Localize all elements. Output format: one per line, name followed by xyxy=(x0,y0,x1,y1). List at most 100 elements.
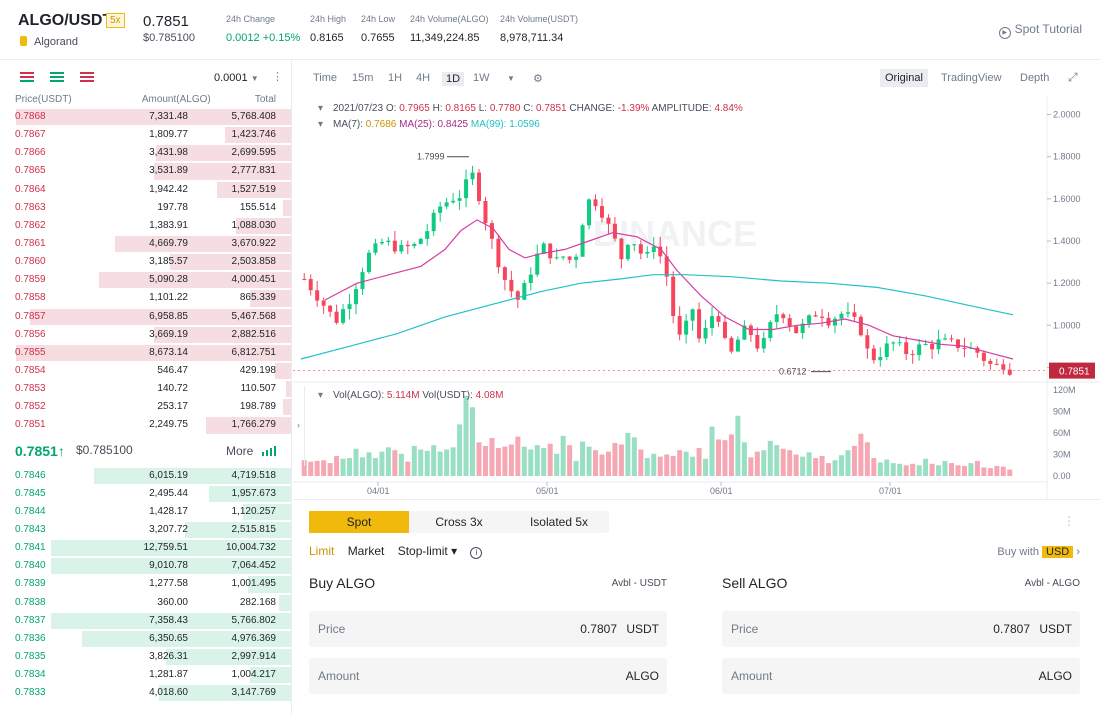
info-icon[interactable]: i xyxy=(470,547,483,559)
order-row[interactable]: 0.7843 3,207.72 2,515.815 xyxy=(0,521,291,539)
row-total: 6,812.751 xyxy=(231,346,277,358)
tab-cross[interactable]: Cross 3x xyxy=(435,515,483,529)
candle-body xyxy=(839,313,844,319)
row-amount: 1,428.17 xyxy=(149,505,188,517)
order-row[interactable]: 0.7840 9,010.78 7,064.452 xyxy=(0,557,291,575)
interval-more-icon[interactable]: ▼ xyxy=(507,74,515,83)
order-row[interactable]: 0.7867 1,809.77 1,423.746 xyxy=(0,126,291,144)
order-row[interactable]: 0.7861 4,669.79 3,670.922 xyxy=(0,235,291,253)
order-row[interactable]: 0.7838 360.00 282.168 xyxy=(0,594,291,612)
stat-24h-volume-usdt: 24h Volume(USDT) 8,978,711.34 xyxy=(500,14,578,44)
buy-amount-field[interactable]: Amount ALGO xyxy=(309,658,667,694)
mid-price-usd: $0.785100 xyxy=(76,442,133,457)
view-tradingview[interactable]: TradingView xyxy=(941,72,1002,84)
interval-1h[interactable]: 1H xyxy=(388,72,403,84)
candle-body xyxy=(897,342,902,344)
order-row[interactable]: 0.7862 1,383.91 1,088.030 xyxy=(0,217,291,235)
more-link[interactable]: More xyxy=(226,443,254,458)
collapse-panel-toggle[interactable]: › xyxy=(293,386,305,466)
volume-bar xyxy=(534,445,540,476)
row-total: 1,120.257 xyxy=(231,505,277,517)
order-type-market[interactable]: Market xyxy=(347,544,385,558)
interval-4h[interactable]: 4H xyxy=(416,72,431,84)
interval-time[interactable]: Time xyxy=(313,72,338,84)
order-row[interactable]: 0.7858 1,101.22 865.339 xyxy=(0,289,291,307)
spot-tutorial-link[interactable]: ▶ Spot Tutorial xyxy=(998,22,1082,39)
chart-settings-icon[interactable]: ⚙ xyxy=(533,73,543,85)
ma-caret-icon[interactable]: ▾ xyxy=(318,119,323,130)
candle-body xyxy=(502,267,507,280)
order-row[interactable]: 0.7863 197.78 155.514 xyxy=(0,199,291,217)
volume-bar xyxy=(923,458,929,476)
sell-price-value[interactable]: 0.7807 xyxy=(993,622,1030,636)
volume-bar xyxy=(470,407,476,476)
row-total: 2,515.815 xyxy=(231,523,277,535)
volume-bar xyxy=(515,436,521,476)
order-row[interactable]: 0.7834 1,281.87 1,004.217 xyxy=(0,666,291,684)
pair-title[interactable]: ALGO/USDT xyxy=(18,12,113,29)
interval-1d[interactable]: 1D xyxy=(442,72,465,86)
order-row[interactable]: 0.7846 6,015.19 4,719.518 xyxy=(0,467,291,485)
buy-price-field[interactable]: Price 0.7807 USDT xyxy=(309,611,667,647)
order-row[interactable]: 0.7853 140.72 110.507 xyxy=(0,380,291,398)
view-depth[interactable]: Depth xyxy=(1020,72,1050,84)
fullscreen-icon[interactable]: ⤢ xyxy=(1068,70,1078,84)
book-view-both-icon[interactable] xyxy=(20,70,34,83)
row-total: 5,467.568 xyxy=(231,310,277,322)
sell-price-field[interactable]: Price 0.7807 USDT xyxy=(722,611,1080,647)
row-price: 0.7841 xyxy=(15,542,46,554)
order-row[interactable]: 0.7868 7,331.48 5,768.408 xyxy=(0,108,291,126)
row-price: 0.7856 xyxy=(15,328,46,340)
more-options-icon[interactable]: ⋮ xyxy=(1063,514,1075,528)
volume-bar xyxy=(942,460,948,476)
order-row[interactable]: 0.7851 2,249.75 1,766.279 xyxy=(0,416,291,434)
order-row[interactable]: 0.7839 1,277.58 1,001.495 xyxy=(0,575,291,593)
book-view-asks-icon[interactable] xyxy=(80,70,94,83)
order-row[interactable]: 0.7836 6,350.65 4,976.369 xyxy=(0,630,291,648)
view-original[interactable]: Original xyxy=(880,69,928,87)
volume-bar xyxy=(618,444,624,476)
order-row[interactable]: 0.7844 1,428.17 1,120.257 xyxy=(0,503,291,521)
order-row[interactable]: 0.7860 3,185.57 2,503.858 xyxy=(0,253,291,271)
interval-15m[interactable]: 15m xyxy=(352,72,374,84)
interval-1w[interactable]: 1W xyxy=(473,72,490,84)
order-row[interactable]: 0.7852 253.17 198.789 xyxy=(0,398,291,416)
candlestick-chart[interactable]: BINANCE 2.00001.80001.60001.40001.20001.… xyxy=(293,96,1100,500)
buy-with-select[interactable]: Buy with USD › xyxy=(997,546,1080,558)
row-amount: 1,101.22 xyxy=(149,292,188,304)
signal-bars-icon[interactable] xyxy=(262,445,276,456)
order-row[interactable]: 0.7866 3,431.98 2,699.595 xyxy=(0,144,291,162)
volume-bar xyxy=(450,447,456,476)
legend-caret-icon[interactable]: ▾ xyxy=(318,103,323,114)
order-type-stop-limit[interactable]: Stop-limit ▾ xyxy=(397,544,458,558)
book-view-bids-icon[interactable] xyxy=(50,70,64,83)
order-row[interactable]: 0.7859 5,090.28 4,000.451 xyxy=(0,271,291,289)
order-row[interactable]: 0.7854 546.47 429.198 xyxy=(0,362,291,380)
precision-select[interactable]: 0.0001 ▼ xyxy=(214,72,259,84)
vol-caret-icon[interactable]: ▾ xyxy=(318,390,323,401)
order-row[interactable]: 0.7845 2,495.44 1,957.673 xyxy=(0,485,291,503)
order-row[interactable]: 0.7835 3,826.31 2,997.914 xyxy=(0,648,291,666)
coin-name[interactable]: Algorand xyxy=(20,36,78,48)
row-price: 0.7851 xyxy=(15,419,46,431)
order-type-limit[interactable]: Limit xyxy=(309,544,335,558)
order-row[interactable]: 0.7841 12,759.51 10,004.732 xyxy=(0,539,291,557)
tab-spot[interactable]: Spot xyxy=(309,511,409,533)
volume-bar xyxy=(379,451,385,476)
sell-amount-field[interactable]: Amount ALGO xyxy=(722,658,1080,694)
order-row[interactable]: 0.7833 4,018.60 3,147.769 xyxy=(0,684,291,702)
order-row[interactable]: 0.7864 1,942.42 1,527.519 xyxy=(0,181,291,199)
volume-bar xyxy=(780,448,786,476)
depth-bar xyxy=(51,612,291,629)
order-row[interactable]: 0.7855 8,673.14 6,812.751 xyxy=(0,344,291,362)
order-row[interactable]: 0.7856 3,669.19 2,882.516 xyxy=(0,326,291,344)
row-total: 1,766.279 xyxy=(231,419,277,431)
order-row[interactable]: 0.7865 3,531.89 2,777.831 xyxy=(0,162,291,180)
order-row[interactable]: 0.7857 6,958.85 5,467.568 xyxy=(0,308,291,326)
order-row[interactable]: 0.7837 7,358.43 5,766.802 xyxy=(0,612,291,630)
market-header: ALGO/USDT 5x Algorand 0.7851 $0.785100 2… xyxy=(0,0,1100,60)
high-label: 1.7999 xyxy=(417,152,445,162)
buy-price-value[interactable]: 0.7807 xyxy=(580,622,617,636)
tab-isolated[interactable]: Isolated 5x xyxy=(529,515,589,529)
more-options-icon[interactable]: ⋮ xyxy=(272,71,283,83)
